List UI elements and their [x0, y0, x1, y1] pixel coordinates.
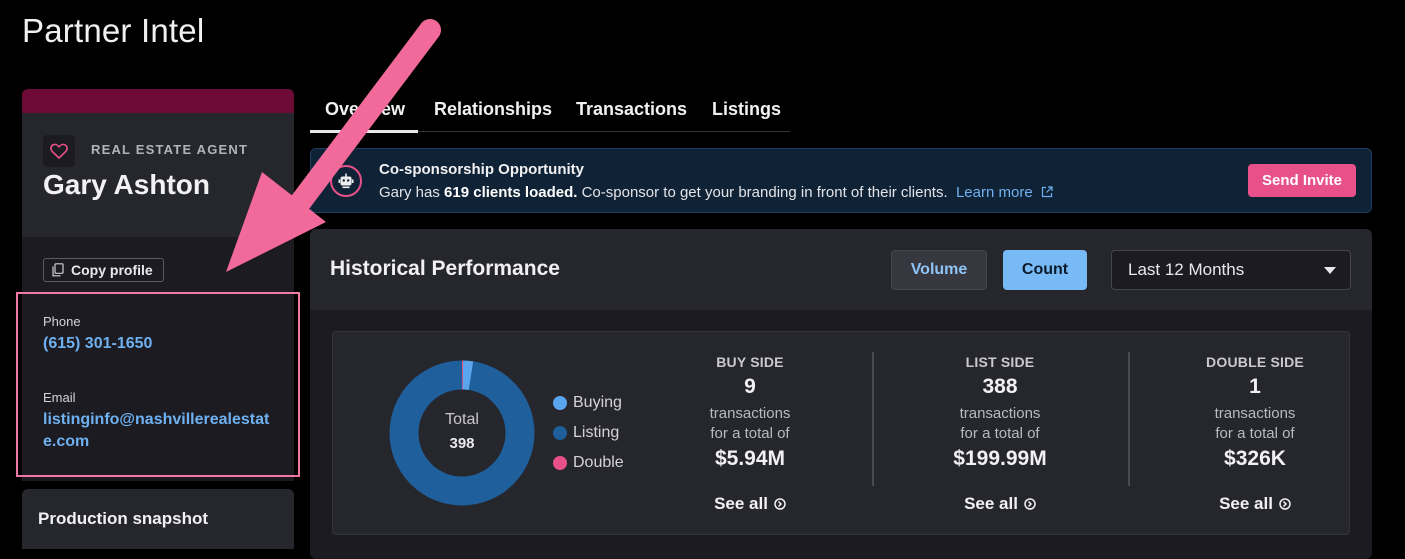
see-all-buy-side-link[interactable]: See all: [650, 494, 850, 514]
cosponsorship-title: Co-sponsorship Opportunity: [379, 161, 584, 178]
cosponsorship-text: Gary has 619 clients loaded. Co-sponsor …: [379, 184, 1053, 201]
stat-amount: $5.94M: [714, 447, 786, 470]
legend-double: Double: [553, 454, 624, 472]
cosponsorship-text-before: Gary has: [379, 184, 445, 201]
profile-banner: [22, 89, 294, 113]
agent-name: Gary Ashton: [43, 169, 210, 200]
profile-card: REAL ESTATE AGENT Gary Ashton Copy profi…: [22, 89, 294, 481]
stat-heading: BUY SIDE: [716, 354, 784, 370]
see-all-label: See all: [1219, 494, 1273, 513]
stat-transactions-label: transactions: [709, 405, 791, 422]
see-all-list-side-link[interactable]: See all: [900, 494, 1100, 514]
chevron-down-icon: [1324, 267, 1336, 274]
heart-icon: [50, 143, 68, 159]
legend-buying: Buying: [553, 394, 622, 412]
stat-total-label: for a total of: [710, 425, 790, 442]
contact-highlight-box: [16, 292, 300, 477]
external-link-icon: [1041, 186, 1053, 198]
email-line-2: e.com: [43, 433, 90, 450]
tab-listings[interactable]: Listings: [712, 99, 782, 119]
stat-count: 9: [744, 375, 756, 398]
legend-double-label: Double: [573, 454, 624, 471]
stat-heading: LIST SIDE: [965, 354, 1035, 370]
donut-center-value: 398: [449, 435, 475, 452]
see-all-label: See all: [714, 494, 768, 513]
period-select-value: Last 12 Months: [1128, 260, 1245, 279]
phone-label: Phone: [43, 314, 81, 329]
copy-icon: [52, 263, 64, 277]
learn-more-label: Learn more: [955, 184, 1033, 201]
favorite-button[interactable]: [43, 135, 75, 167]
stat-count: 388: [982, 375, 1018, 398]
historical-performance-title: Historical Performance: [330, 257, 560, 280]
clients-loaded-count: 619 clients loaded.: [444, 184, 578, 201]
count-toggle-button[interactable]: Count: [1003, 250, 1087, 290]
active-tab-indicator: [310, 130, 418, 133]
arrow-right-circle-icon: [1024, 498, 1036, 510]
legend-buying-swatch: [553, 396, 567, 410]
stat-divider: [872, 352, 874, 486]
legend-listing-label: Listing: [573, 424, 620, 441]
legend-listing: Listing: [553, 424, 619, 442]
email-line-1: listinginfo@nashvillerealestat: [43, 411, 270, 428]
donut-segment-listing: [389, 360, 535, 506]
volume-toggle-button[interactable]: Volume: [891, 250, 987, 290]
legend-listing-swatch: [553, 426, 567, 440]
tab-relationships[interactable]: Relationships: [434, 99, 553, 119]
stat-amount: $326K: [1224, 447, 1286, 470]
stat-heading: DOUBLE SIDE: [1206, 354, 1304, 370]
tab-overview[interactable]: Overview: [325, 99, 406, 119]
cosponsorship-text-after: Co-sponsor to get your branding in front…: [577, 184, 948, 201]
period-select[interactable]: Last 12 Months: [1111, 250, 1351, 290]
arrow-right-circle-icon: [1279, 498, 1291, 510]
send-invite-button[interactable]: Send Invite: [1248, 164, 1356, 197]
stat-transactions-label: transactions: [959, 405, 1041, 422]
stat-amount: $199.99M: [953, 447, 1047, 470]
see-all-label: See all: [964, 494, 1018, 513]
phone-link[interactable]: (615) 301-1650: [43, 335, 153, 352]
copy-profile-button[interactable]: Copy profile: [43, 258, 164, 282]
page-title: Partner Intel: [22, 12, 205, 49]
agent-role: REAL ESTATE AGENT: [91, 142, 249, 157]
performance-summary: Total 398 Buying Listing Double BUY SIDE…: [332, 331, 1350, 535]
tab-bar: Overview Relationships Transactions List…: [310, 93, 790, 133]
tab-transactions[interactable]: Transactions: [576, 99, 688, 119]
production-snapshot-title: Production snapshot: [38, 509, 208, 528]
copy-profile-label: Copy profile: [71, 262, 153, 278]
stat-total-label: for a total of: [1215, 425, 1295, 442]
arrow-right-circle-icon: [774, 498, 786, 510]
legend-double-swatch: [553, 456, 567, 470]
historical-performance-header: Historical Performance Volume Count Last…: [310, 229, 1372, 310]
donut-center-label: Total: [445, 411, 479, 428]
legend-buying-label: Buying: [573, 394, 622, 411]
robot-icon: [338, 173, 354, 189]
see-all-double-side-link[interactable]: See all: [1155, 494, 1355, 514]
email-label: Email: [43, 390, 76, 405]
historical-performance-panel: Historical Performance Volume Count Last…: [310, 229, 1372, 559]
transactions-donut-chart: [389, 360, 535, 506]
stat-count: 1: [1249, 375, 1261, 398]
production-snapshot-card: Production snapshot: [22, 489, 294, 549]
stat-transactions-label: transactions: [1214, 405, 1296, 422]
email-link[interactable]: listinginfo@nashvillerealestat e.com: [43, 409, 269, 453]
stat-total-label: for a total of: [960, 425, 1040, 442]
stat-divider: [1128, 352, 1130, 486]
robot-icon-badge: [330, 165, 362, 197]
cosponsorship-banner: Co-sponsorship Opportunity Gary has 619 …: [310, 148, 1372, 213]
learn-more-link[interactable]: Learn more: [952, 184, 1053, 201]
